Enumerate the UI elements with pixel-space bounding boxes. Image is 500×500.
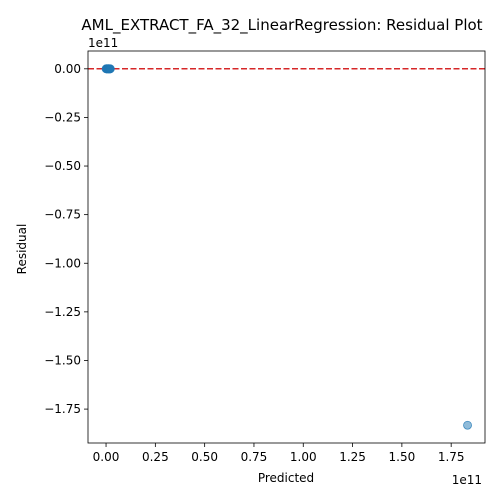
x-tick-label-6: 1.50	[389, 450, 416, 464]
y-tick-label-3: −0.75	[44, 208, 81, 222]
y-tick-label-6: −1.50	[44, 353, 81, 367]
y-tick-label-5: −1.25	[44, 305, 81, 319]
y-axis: 0.00 −0.25 −0.50 −0.75 −1.00 −1.25 −1.50 −1.75	[44, 62, 88, 416]
y-axis-label: Residual	[15, 224, 29, 275]
y-tick-label-0: 0.00	[54, 62, 81, 76]
x-tick-label-4: 1.00	[290, 450, 317, 464]
y-tick-label-1: −0.25	[44, 110, 81, 124]
x-tick-label-0: 0.00	[93, 450, 120, 464]
x-axis-label: Predicted	[258, 471, 314, 485]
plot-frame	[87, 50, 486, 444]
y-tick-label-2: −0.50	[44, 159, 81, 173]
chart-title: AML_EXTRACT_FA_32_LinearRegression: Resi…	[81, 16, 482, 35]
x-offset-label: 1e11	[452, 473, 482, 487]
x-tick-label-5: 1.25	[339, 450, 366, 464]
data-point-12	[463, 420, 472, 430]
x-tick-label-3: 0.75	[241, 450, 268, 464]
x-axis: 0.00 0.25 0.50 0.75 1.00 1.25 1.50 1.75	[93, 443, 465, 464]
y-tick-label-7: −1.75	[44, 402, 81, 416]
x-tick-label-2: 0.50	[191, 450, 218, 464]
x-tick-label-1: 0.25	[142, 450, 169, 464]
x-tick-label-7: 1.75	[438, 450, 465, 464]
y-tick-label-4: −1.00	[44, 256, 81, 270]
data-point-11	[105, 64, 115, 74]
plot-area	[87, 50, 486, 444]
y-offset-label: 1e11	[88, 36, 118, 50]
